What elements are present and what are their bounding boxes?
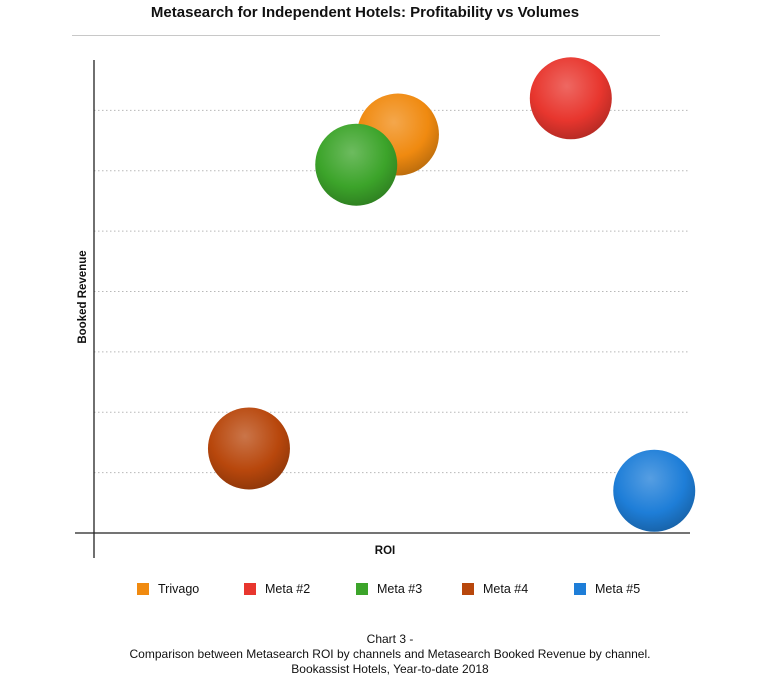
- legend-swatch: [137, 583, 149, 595]
- legend-label: Meta #4: [483, 582, 529, 596]
- y-axis-label: Booked Revenue: [77, 250, 89, 343]
- legend-label: Trivago: [158, 582, 200, 596]
- legend-label: Meta #3: [377, 582, 423, 596]
- bubbles: [207, 57, 696, 532]
- bubble-meta-3: [315, 123, 398, 206]
- caption-line-2: Comparison between Metasearch ROI by cha…: [129, 647, 651, 661]
- legend-label: Meta #2: [265, 582, 311, 596]
- legend-item-meta-3: Meta #3: [356, 582, 422, 596]
- legend-item-meta-2: Meta #2: [244, 582, 310, 596]
- bubble-chart: ROI Booked Revenue: [75, 57, 696, 558]
- legend-swatch: [574, 583, 586, 595]
- legend-item-meta-5: Meta #5: [574, 582, 640, 596]
- legend-label: Meta #5: [595, 582, 641, 596]
- bubble-meta-4: [207, 407, 290, 490]
- caption-line-1: Chart 3 -: [366, 632, 414, 646]
- bubble-meta-2: [529, 57, 612, 140]
- legend-item-trivago: Trivago: [137, 582, 199, 596]
- legend-swatch: [244, 583, 256, 595]
- legend-swatch: [356, 583, 368, 595]
- caption-line-3: Bookassist Hotels, Year-to-date 2018: [291, 662, 489, 676]
- legend: Trivago Meta #2 Meta #3 Meta #4 Meta #5: [0, 582, 780, 602]
- legend-item-meta-4: Meta #4: [462, 582, 528, 596]
- bubble-meta-5: [613, 449, 696, 532]
- chart-title: Metasearch for Independent Hotels: Profi…: [150, 4, 580, 21]
- x-axis-label: ROI: [375, 545, 395, 557]
- chart-caption: Chart 3 - Comparison between Metasearch …: [0, 632, 780, 677]
- legend-swatch: [462, 583, 474, 595]
- title-divider: [72, 35, 660, 36]
